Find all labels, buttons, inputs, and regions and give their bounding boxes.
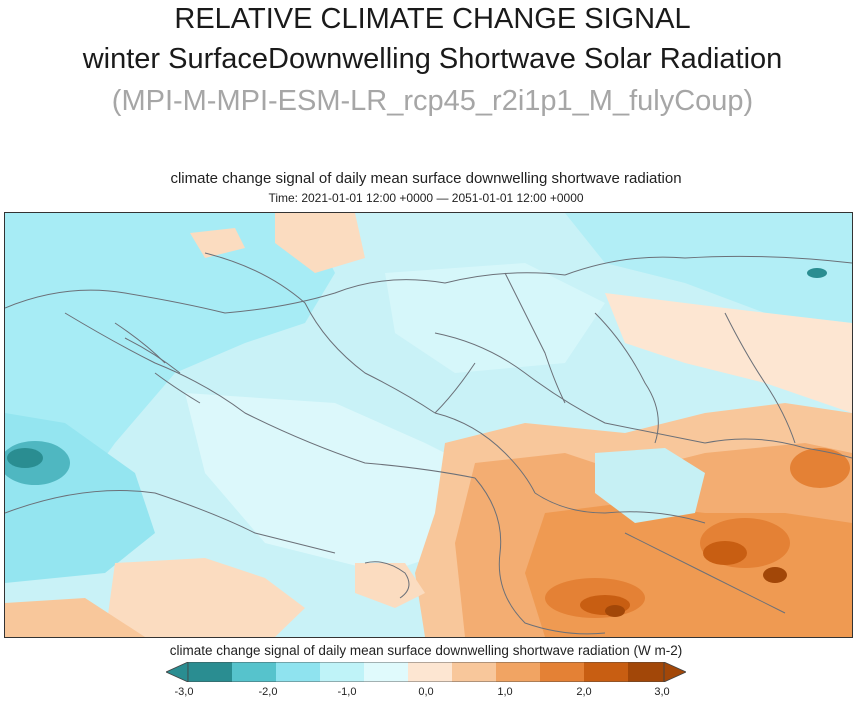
page-title: RELATIVE CLIMATE CHANGE SIGNAL (174, 3, 691, 35)
colorbar-tick: 1,0 (497, 686, 513, 698)
model-subtitle: (MPI-M-MPI-ESM-LR_rcp45_r2i1p1_M_fulyCou… (111, 85, 754, 117)
colorbar-tick: -2,0 (258, 686, 278, 698)
colorbar (166, 662, 686, 682)
map-title: climate change signal of daily mean surf… (170, 170, 682, 187)
colorbar-tick: -3,0 (174, 686, 194, 698)
variable-title: winter SurfaceDownwelling Shortwave Sola… (82, 43, 783, 75)
colorbar-tick: 3,0 (654, 686, 670, 698)
map-time-range: Time: 2021-01-01 12:00 +0000 — 2051-01-0… (268, 191, 584, 205)
colorbar-tick: 2,0 (576, 686, 592, 698)
climate-map (4, 212, 853, 638)
colorbar-tick: 0,0 (418, 686, 434, 698)
colorbar-tick: -1,0 (337, 686, 357, 698)
map-canvas (5, 213, 852, 637)
colorbar-label: climate change signal of daily mean surf… (169, 643, 683, 658)
